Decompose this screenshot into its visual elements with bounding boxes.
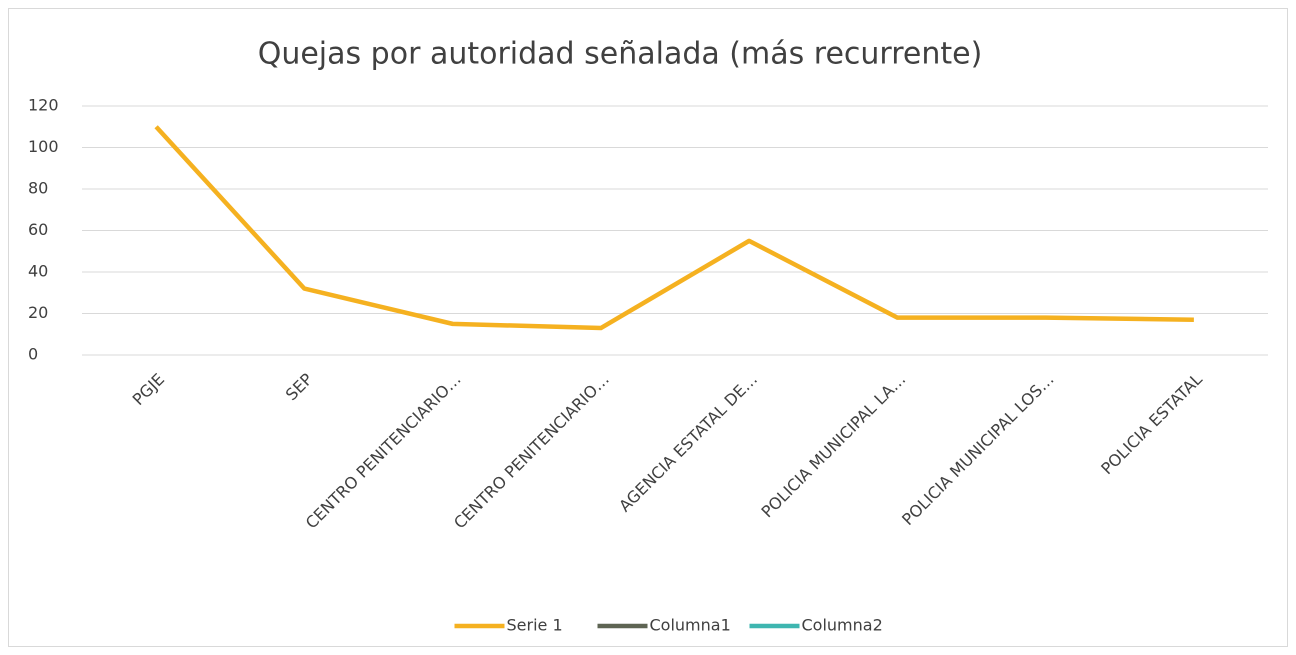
y-tick-label: 60: [28, 220, 48, 239]
y-tick-label: 120: [28, 96, 59, 115]
legend-label: Columna2: [802, 616, 883, 635]
line: [154, 125, 1194, 331]
y-tick-label: 40: [28, 262, 48, 281]
y-tick-label: 20: [28, 303, 48, 322]
y-tick-label: 0: [28, 345, 38, 364]
legend-label: Columna1: [650, 616, 731, 635]
y-tick-label: 80: [28, 179, 48, 198]
y-tick-label: 100: [28, 137, 59, 156]
chart-border: [8, 8, 1288, 647]
legend-label: Serie 1: [507, 616, 563, 635]
chart-title: Quejas por autoridad señalada (más recur…: [258, 37, 983, 72]
